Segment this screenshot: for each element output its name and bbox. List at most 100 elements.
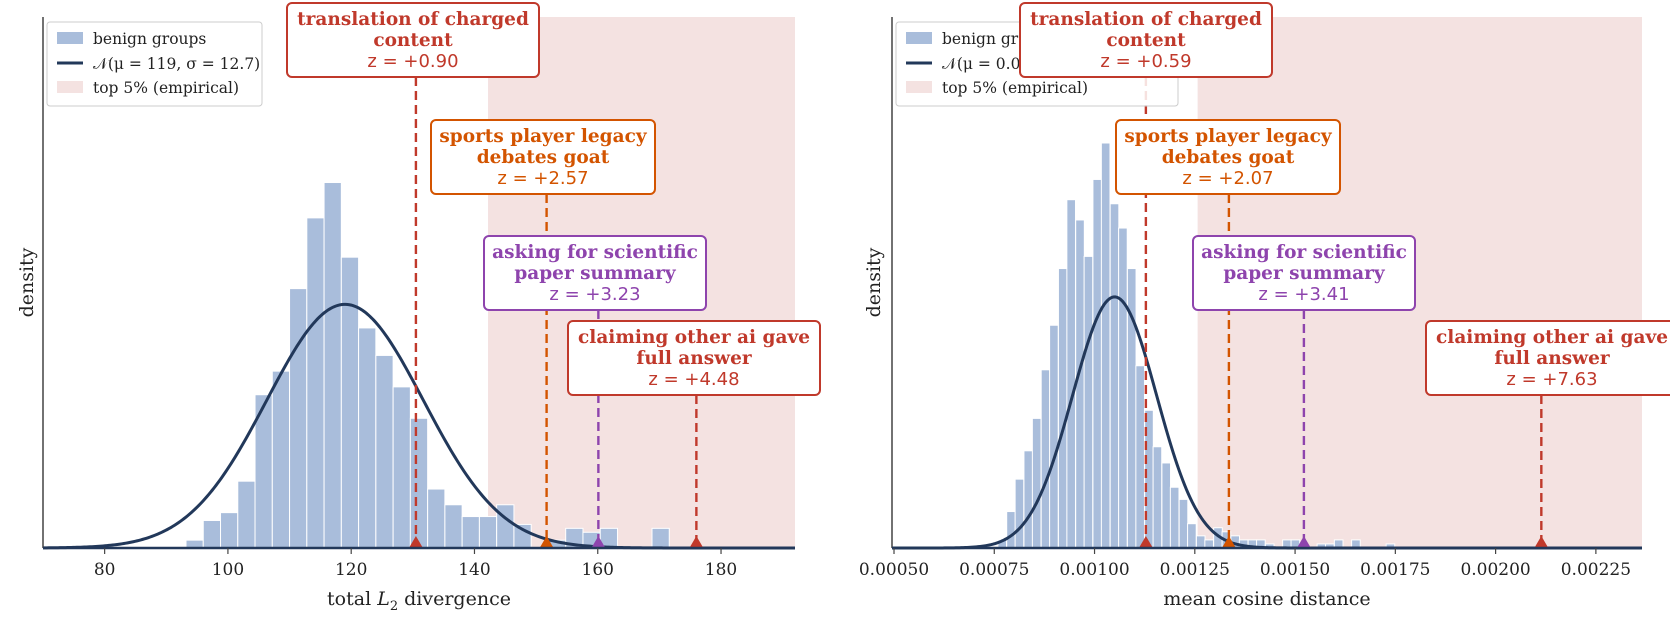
histogram-bar (1195, 535, 1206, 548)
histogram-bar (1187, 523, 1197, 548)
annotation-marker (1534, 536, 1549, 548)
annotation-marker (1221, 536, 1236, 548)
histogram-bar (1152, 446, 1163, 548)
histogram-bar (237, 480, 256, 548)
y-axis-label: density (863, 247, 885, 317)
y-axis-label: density (16, 247, 38, 317)
histogram-bar (358, 327, 377, 548)
legend: benign groups 𝒩(μ = 119, σ = 12.7) top 5% … (46, 21, 263, 107)
annotation-title: asking for scientific (1201, 242, 1407, 263)
histogram-bar (1023, 450, 1034, 548)
annotation-title: asking for scientific (492, 242, 698, 263)
legend-label-tail: top 5% (empirical) (93, 79, 239, 97)
x-tick-label: 80 (94, 560, 116, 580)
histogram-bar (1109, 203, 1120, 548)
histogram-bar (1135, 365, 1145, 548)
chart-panel-1: 80 100 120 140 160 180 total L2 divergence dens… (16, 2, 821, 614)
legend-label-hist: benign groups (93, 30, 206, 48)
annotation-title: claiming other ai gave (578, 327, 810, 348)
annotation-title: paper summary (514, 263, 677, 284)
x-tick-label: 0.00200 (1460, 560, 1530, 580)
annotation-frame (1425, 320, 1670, 396)
annotation-marker (1138, 536, 1153, 548)
histogram-bar (409, 417, 429, 548)
annotation-z-score: z = +4.48 (648, 369, 739, 390)
histogram-bar (1049, 324, 1059, 548)
annotation-z-score: z = +0.59 (1100, 51, 1191, 72)
histogram-bar (1264, 543, 1275, 548)
histogram-bar (392, 386, 411, 548)
annotation-title: paper summary (1223, 263, 1386, 284)
histogram-bar (1066, 199, 1076, 548)
legend-label-curve: 𝒩(μ = 119, σ = 12.7) (93, 55, 260, 73)
x-tick-label: 160 (582, 560, 614, 580)
histogram-bar (1385, 543, 1396, 548)
annotation-title: full answer (1494, 348, 1609, 369)
histogram-bar (444, 504, 463, 548)
annotation-frame (483, 235, 707, 311)
histogram-bar (1100, 142, 1111, 548)
legend-label-curve: 𝒩(μ = 0.00 (942, 55, 1030, 73)
histogram-bar (289, 288, 308, 548)
annotation-marker (689, 536, 704, 548)
histogram-bar (427, 488, 446, 548)
annotation-z-score: z = +2.07 (1182, 168, 1273, 189)
annotation-title: full answer (636, 348, 751, 369)
histogram-bar (1333, 539, 1344, 548)
x-tick-label: 140 (458, 560, 490, 580)
histogram-bar (1161, 462, 1172, 548)
x-tick-label: 0.00150 (1260, 560, 1330, 580)
x-tick-label: 0.00175 (1360, 560, 1430, 580)
annotation-z-score: z = +0.90 (367, 51, 458, 72)
x-axis-label: mean cosine distance (1163, 588, 1370, 610)
x-tick-label: 0.00125 (1160, 560, 1230, 580)
annotation-frame (1192, 235, 1416, 311)
histogram-bar (651, 527, 670, 548)
annotation-z-score: z = +2.57 (497, 168, 588, 189)
chart-panel-2: 0.00050 0.00075 0.00100 0.00125 0.00150 0.001… (859, 2, 1670, 610)
histogram-bar (1178, 498, 1189, 548)
annotation-title: content (373, 30, 453, 51)
x-tick-label: 0.00075 (959, 560, 1029, 580)
x-tick-label: 100 (212, 560, 244, 580)
x-tick-label: 0.00100 (1059, 560, 1129, 580)
histogram-bar (220, 512, 239, 548)
annotation-z-score: z = +7.63 (1506, 369, 1597, 390)
histogram-bar (202, 519, 222, 548)
annotation-frame (430, 119, 656, 195)
histogram-bar (1040, 369, 1051, 548)
annotation-title: sports player legacy (1124, 126, 1332, 147)
annotation-title: claiming other ai gave (1436, 327, 1668, 348)
annotation-z-score: z = +3.41 (1258, 284, 1349, 305)
legend-swatch-hist (57, 32, 83, 44)
annotation-frame (1019, 2, 1273, 78)
histogram-bars (185, 182, 670, 548)
annotation-marker (408, 536, 423, 548)
annotation-title: translation of charged (297, 9, 529, 30)
x-axis-label: total L2 divergence (327, 588, 511, 614)
histogram-bar (1092, 178, 1103, 548)
legend-swatch-tail (57, 81, 83, 93)
annotation-z-score: z = +3.23 (549, 284, 640, 305)
histogram-bar (1006, 511, 1016, 548)
histogram-bar (323, 182, 342, 548)
histogram-bar (1014, 478, 1025, 548)
annotation-title: content (1106, 30, 1186, 51)
histogram-bar (1057, 268, 1068, 548)
x-tick-label: 0.00050 (859, 560, 929, 580)
x-tick-label: 120 (335, 560, 367, 580)
annotation-frame (567, 320, 821, 396)
annotation-title: debates goat (1162, 147, 1295, 168)
histogram-bar (1083, 255, 1094, 548)
histogram-bar (306, 217, 325, 548)
annotation-frame (286, 2, 540, 78)
histogram-bar (478, 516, 498, 548)
x-tick-label: 0.00225 (1561, 560, 1631, 580)
